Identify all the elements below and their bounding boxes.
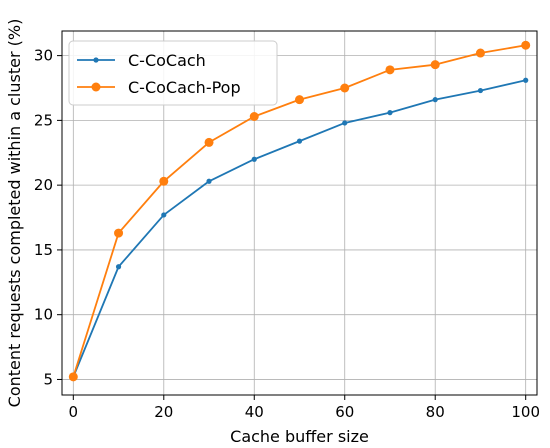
legend: C-CoCach C-CoCach-Pop (68, 40, 278, 106)
y-tick-label: 15 (34, 241, 53, 259)
series-layer (68, 40, 531, 382)
legend-marker-swatch (91, 82, 101, 92)
data-point (387, 110, 393, 116)
data-point (204, 137, 214, 147)
data-point (115, 264, 122, 270)
y-tick-label: 25 (34, 111, 53, 129)
y-tick-label: 10 (34, 306, 53, 324)
data-point (296, 138, 303, 144)
data-point (340, 83, 350, 93)
data-point (475, 48, 485, 58)
series-c-cocach-pop (68, 40, 531, 382)
x-tick-label: 60 (335, 403, 354, 421)
data-point (249, 111, 259, 121)
legend-box (68, 40, 278, 106)
data-point (430, 60, 440, 70)
legend-entry: C-CoCach (77, 51, 206, 70)
data-point (477, 87, 484, 94)
x-tick-label: 0 (69, 403, 79, 421)
data-point (159, 176, 169, 186)
data-point (114, 228, 124, 238)
data-point (295, 95, 304, 105)
data-point (68, 372, 78, 382)
series-c-cocach (70, 77, 529, 380)
y-axis-label: Content requests completed within a clus… (5, 19, 24, 408)
y-tick-label: 20 (34, 176, 53, 194)
data-point (523, 77, 529, 83)
legend-label: C-CoCach-Pop (128, 78, 241, 97)
data-point (432, 97, 438, 103)
data-point (521, 40, 531, 50)
legend-marker-swatch (93, 57, 99, 63)
y-axis-ticks: 5 10 15 20 25 30 (34, 47, 62, 388)
x-tick-label: 100 (511, 403, 540, 421)
x-axis-label: Cache buffer size (230, 427, 369, 446)
x-tick-label: 40 (245, 403, 264, 421)
y-tick-label: 5 (43, 370, 53, 388)
series-line (72, 79, 526, 378)
data-point (342, 120, 348, 126)
data-point (206, 178, 212, 184)
legend-label: C-CoCach (128, 51, 206, 70)
legend-entry: C-CoCach-Pop (77, 78, 241, 97)
x-tick-label: 80 (426, 403, 445, 421)
y-tick-label: 30 (34, 47, 53, 65)
data-point (251, 156, 257, 162)
data-point (385, 65, 395, 75)
x-tick-label: 20 (154, 403, 173, 421)
x-axis-ticks: 0 20 40 60 80 100 (69, 395, 540, 421)
data-point (161, 212, 167, 218)
plot-area-frame (61, 30, 538, 396)
